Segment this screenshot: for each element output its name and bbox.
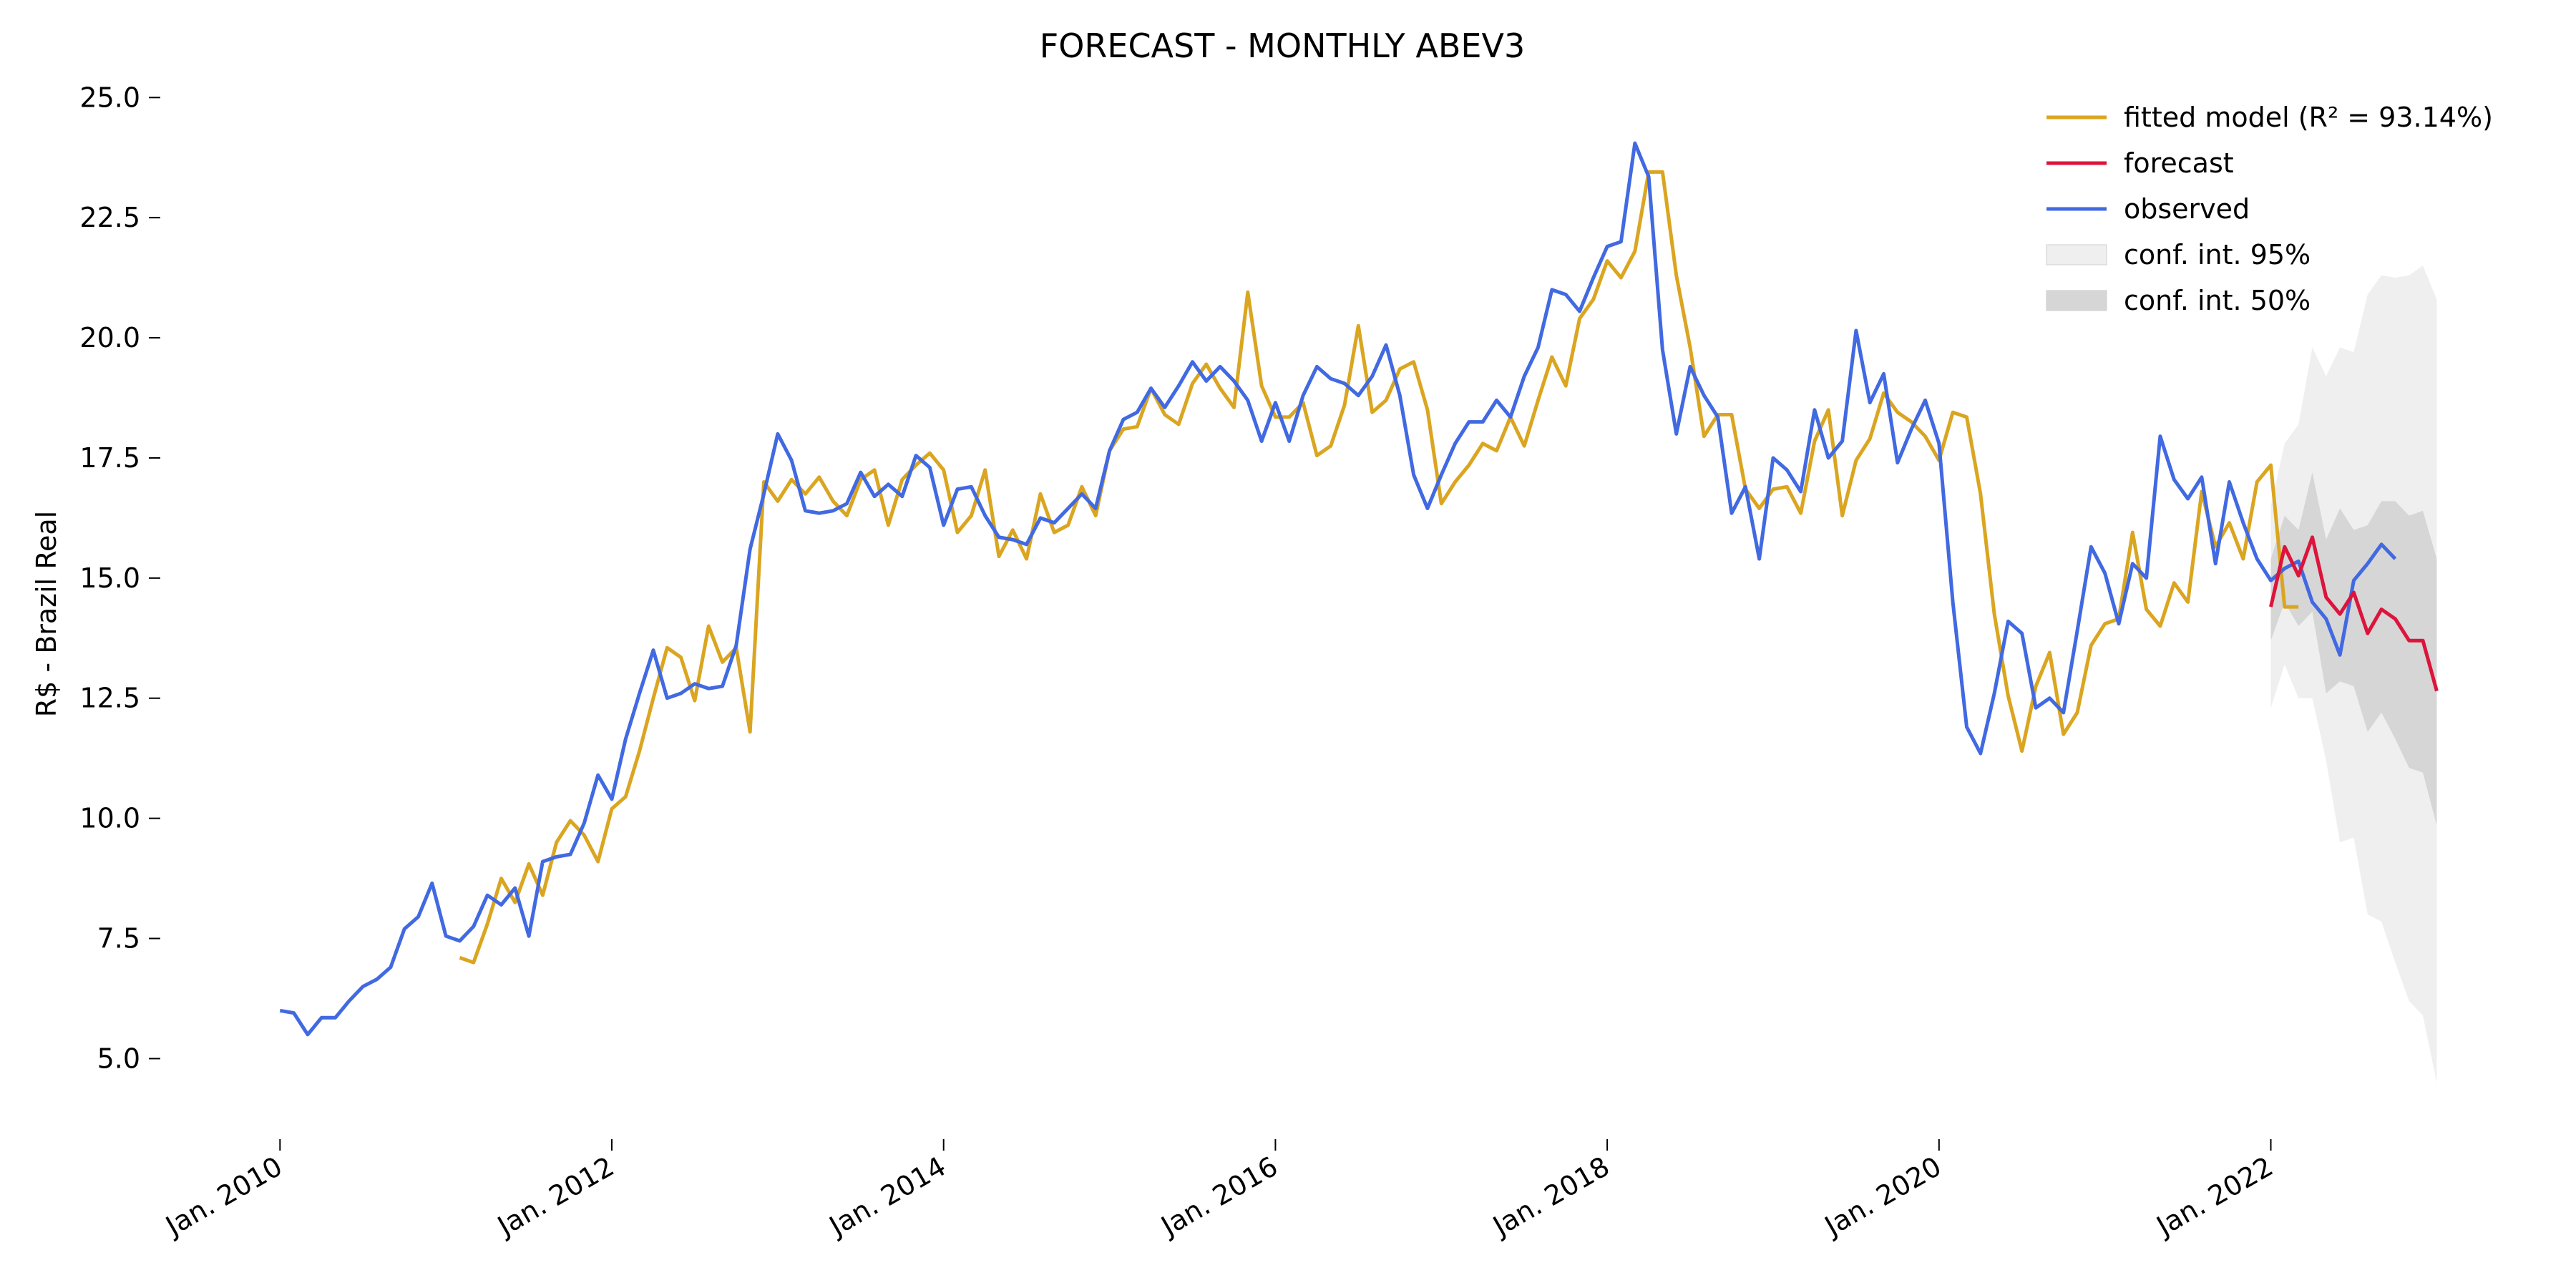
chart-title: FORECAST - MONTHLY ABEV3: [1040, 26, 1525, 65]
forecast-line: [2269, 535, 2439, 692]
series-lines: [279, 141, 2439, 1037]
x-tick-label: Jan. 2012: [491, 1151, 619, 1243]
x-tick-label: Jan. 2014: [823, 1151, 951, 1243]
observed-line: [279, 141, 2397, 1037]
x-tick-label: Jan. 2018: [1486, 1151, 1614, 1243]
y-tick-label: 7.5: [97, 923, 140, 955]
legend-label: observed: [2124, 193, 2250, 225]
y-tick-label: 15.0: [79, 562, 140, 594]
y-tick-label: 10.0: [79, 803, 140, 834]
legend-label: fitted model (R² = 93.14%): [2124, 102, 2493, 133]
x-tick-label: Jan. 2022: [2150, 1151, 2278, 1243]
legend-swatch: [2046, 290, 2107, 311]
y-tick-label: 17.5: [79, 442, 140, 474]
y-tick-label: 12.5: [79, 683, 140, 714]
y-tick-label: 22.5: [79, 202, 140, 233]
conf-int-50-band: [2270, 472, 2437, 826]
y-tick-label: 5.0: [97, 1043, 140, 1074]
y-tick-label: 20.0: [79, 322, 140, 353]
legend-label: forecast: [2124, 147, 2234, 179]
legend: fitted model (R² = 93.14%) forecast observ…: [2046, 102, 2493, 316]
x-tick-label: Jan. 2020: [1818, 1151, 1946, 1243]
legend-label: conf. int. 95%: [2124, 239, 2311, 270]
legend-label: conf. int. 50%: [2124, 285, 2311, 316]
x-axis: Jan. 2010 Jan. 2012 Jan. 2014 Jan. 2016 Jan.…: [160, 1139, 2278, 1243]
x-tick-label: Jan. 2010: [160, 1151, 288, 1243]
x-tick-label: Jan. 2016: [1155, 1151, 1283, 1243]
confidence-interval-bands: [2270, 265, 2437, 1083]
y-axis-label: R$ - Brazil Real: [31, 511, 62, 718]
y-axis: 5.0 7.5 10.0 12.5 15.0 17.5 20.0 22.5 25.0: [79, 82, 160, 1074]
legend-swatch: [2046, 244, 2107, 265]
y-tick-label: 25.0: [79, 82, 140, 113]
fitted-model-line: [459, 170, 2299, 965]
